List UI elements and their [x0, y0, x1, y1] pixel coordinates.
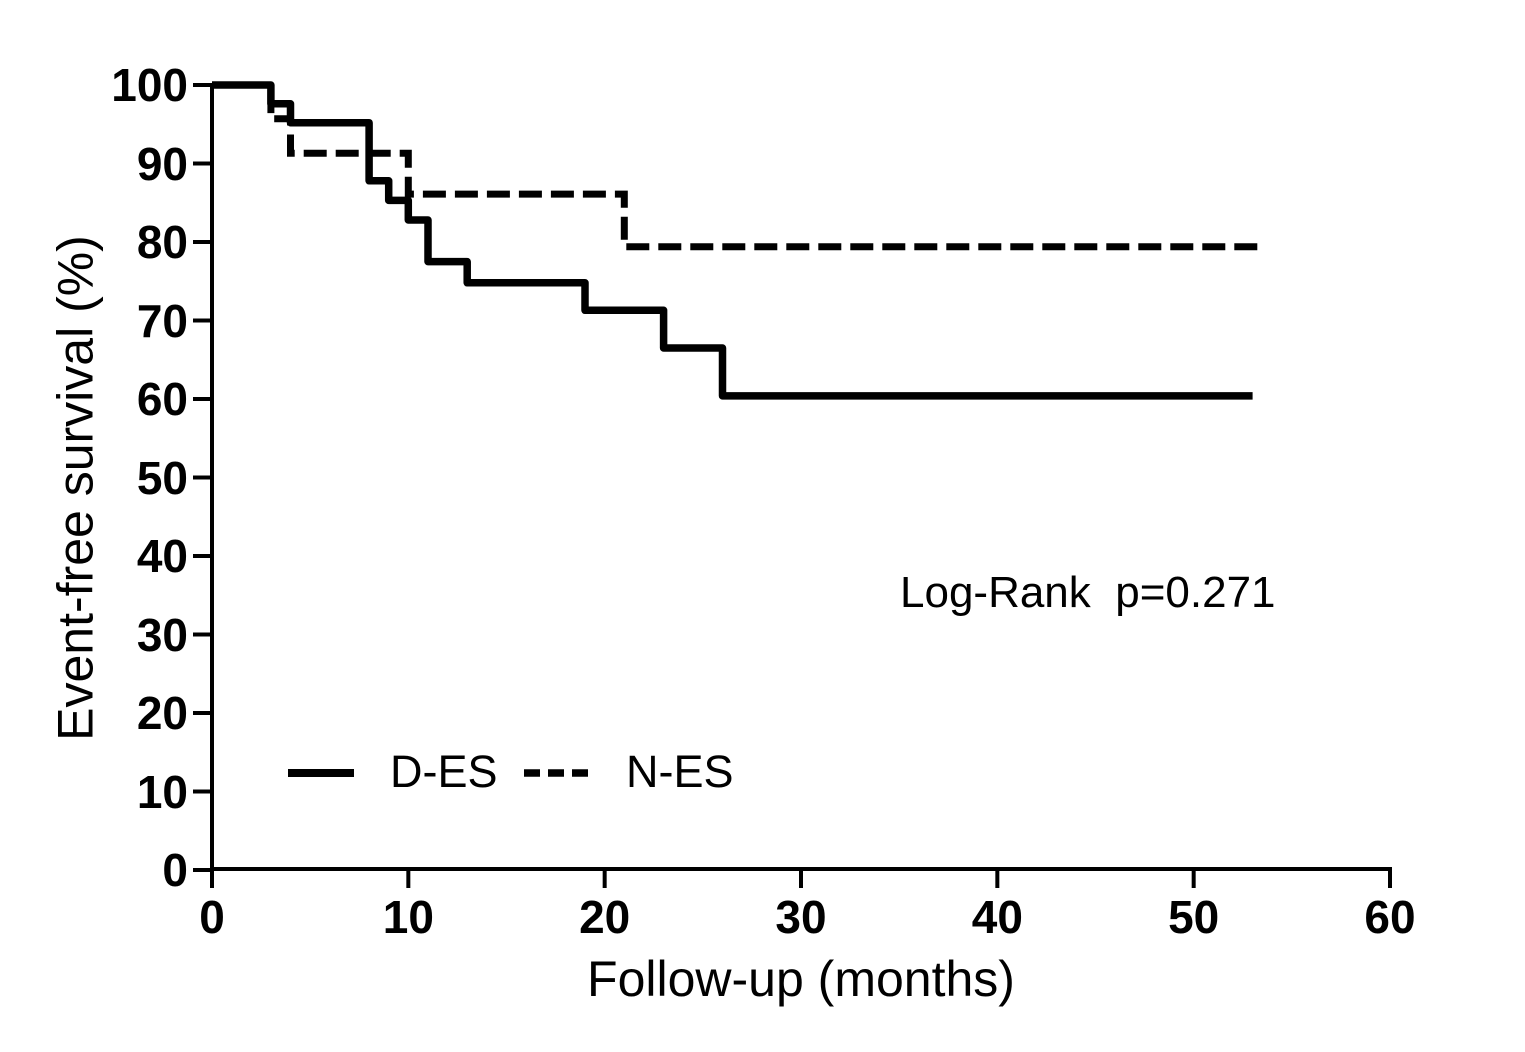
y-tick-label: 10 [136, 765, 188, 818]
y-tick [193, 711, 210, 715]
x-axis-line [210, 867, 1392, 871]
x-axis-title: Follow-up (months) [587, 951, 1015, 1007]
x-tick-label: 10 [382, 891, 434, 943]
y-tick-label: 90 [136, 137, 188, 190]
x-tick [210, 871, 214, 888]
x-tick-label: 40 [971, 891, 1023, 943]
x-tick-label: 0 [199, 891, 225, 943]
y-tick [193, 83, 210, 87]
y-tick [193, 475, 210, 480]
log-rank-annotation: Log-Rank p=0.271 [900, 568, 1276, 617]
x-tick-label: 60 [1364, 891, 1416, 943]
y-tick-label: 50 [136, 451, 188, 504]
x-tick-label: 30 [775, 891, 827, 943]
y-tick-label: 70 [136, 294, 188, 347]
y-tick-label: 0 [162, 844, 188, 896]
x-tick [799, 871, 803, 888]
x-tick [602, 871, 607, 888]
x-tick [406, 871, 411, 888]
y-tick [193, 161, 210, 166]
y-tick-label: 30 [136, 608, 188, 661]
y-tick [193, 318, 210, 323]
legend-label-d-es: D-ES [390, 746, 498, 797]
x-tick [995, 871, 1000, 888]
x-tick-label: 20 [579, 891, 631, 943]
y-tick [193, 868, 210, 872]
y-tick [193, 554, 210, 558]
x-tick [1388, 871, 1392, 888]
y-tick [193, 789, 210, 794]
y-tick [193, 240, 210, 244]
y-tick [193, 632, 210, 637]
y-tick [193, 397, 210, 401]
y-tick-label: 40 [136, 530, 188, 582]
y-tick-label: 20 [136, 687, 188, 739]
series-curve-n-es [212, 81, 1267, 251]
x-tick-label: 50 [1168, 891, 1220, 943]
x-tick [1191, 871, 1196, 888]
y-tick-label: 100 [111, 59, 188, 111]
y-axis-line [210, 83, 214, 872]
series-curve-d-es [212, 81, 1253, 400]
y-tick-label: 80 [136, 216, 188, 268]
legend-label-n-es: N-ES [626, 746, 734, 797]
y-tick-label: 60 [136, 373, 188, 425]
